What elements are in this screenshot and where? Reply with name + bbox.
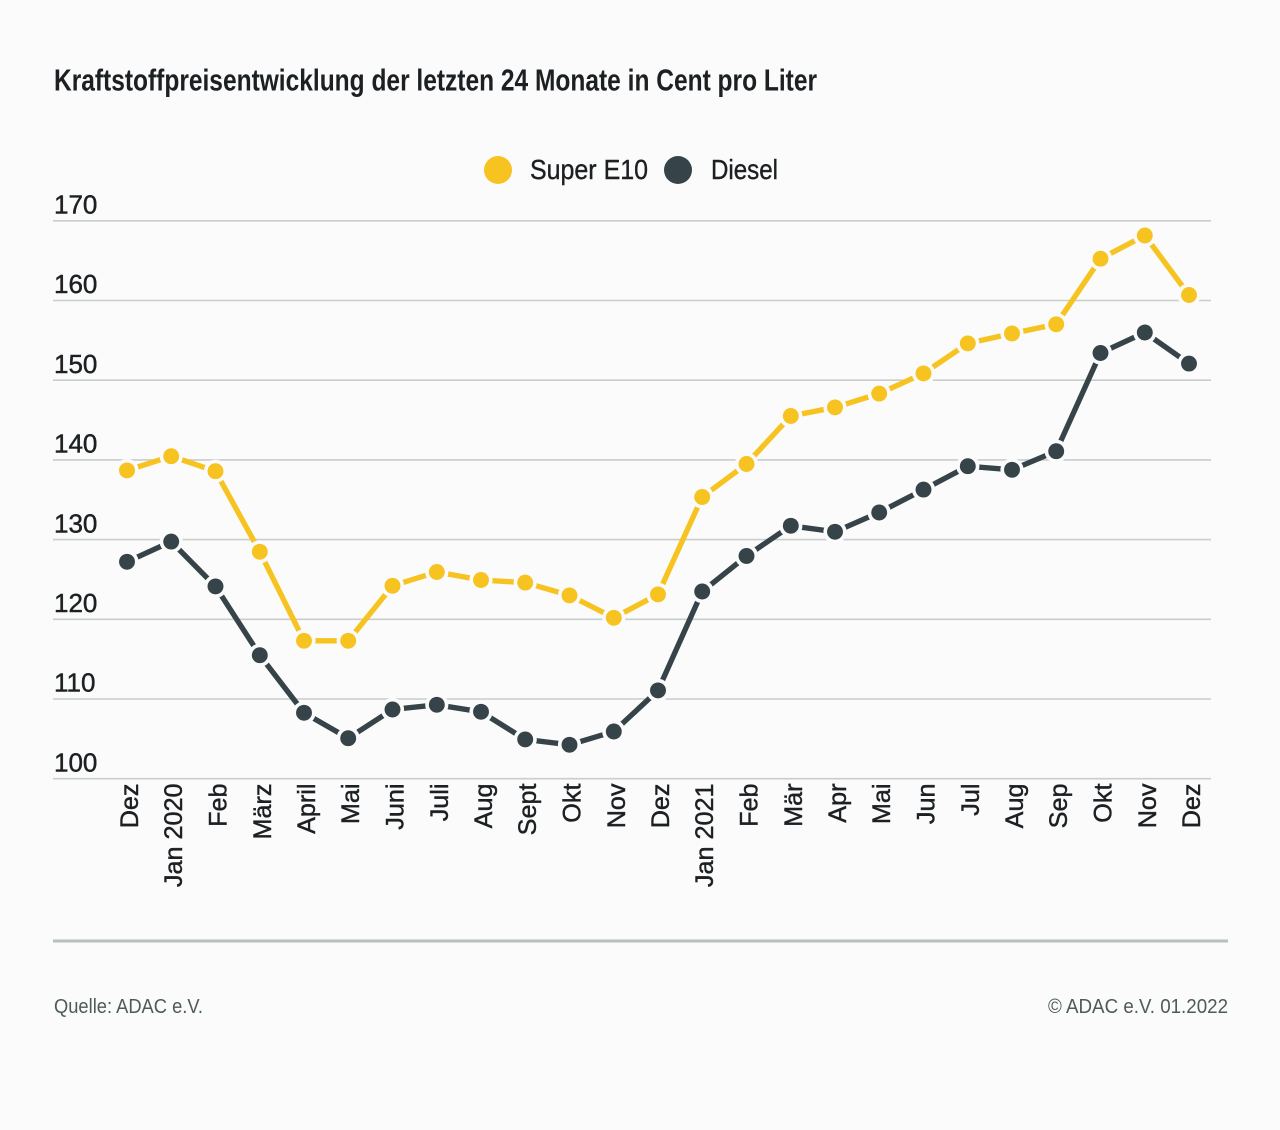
svg-text:Sept: Sept <box>514 784 542 836</box>
svg-text:Feb: Feb <box>736 784 764 827</box>
svg-text:140: 140 <box>54 429 97 459</box>
svg-text:Nov: Nov <box>603 783 631 828</box>
svg-text:Jun: Jun <box>913 784 941 825</box>
svg-text:Jan 2020: Jan 2020 <box>160 784 188 888</box>
svg-text:Aug: Aug <box>470 784 498 829</box>
svg-text:160: 160 <box>54 269 97 299</box>
svg-text:März: März <box>249 784 277 840</box>
svg-text:Feb: Feb <box>205 784 233 827</box>
svg-text:April: April <box>293 784 321 834</box>
svg-text:Jul: Jul <box>957 784 985 816</box>
svg-text:170: 170 <box>54 190 97 220</box>
svg-text:Juli: Juli <box>426 784 454 822</box>
svg-text:Aug: Aug <box>1001 784 1029 829</box>
svg-text:110: 110 <box>54 668 95 698</box>
svg-text:Diesel: Diesel <box>711 154 778 185</box>
svg-text:Jan 2021: Jan 2021 <box>691 784 719 888</box>
svg-text:Dez: Dez <box>116 784 144 829</box>
svg-text:150: 150 <box>54 349 97 379</box>
svg-text:Okt: Okt <box>559 784 587 823</box>
svg-text:Mai: Mai <box>337 784 365 825</box>
svg-text:Mai: Mai <box>868 784 896 825</box>
svg-text:130: 130 <box>54 508 97 538</box>
svg-text:Dez: Dez <box>647 784 675 829</box>
svg-text:© ADAC e.V. 01.2022: © ADAC e.V. 01.2022 <box>1048 996 1228 1018</box>
svg-text:Kraftstoffpreisentwicklung der: Kraftstoffpreisentwicklung der letzten 2… <box>54 63 817 98</box>
svg-text:Nov: Nov <box>1134 783 1162 828</box>
svg-text:Mär: Mär <box>780 784 808 827</box>
svg-text:Super E10: Super E10 <box>530 154 648 185</box>
svg-text:Apr: Apr <box>824 784 852 823</box>
svg-text:Sep: Sep <box>1045 784 1073 829</box>
svg-text:Juni: Juni <box>382 784 410 830</box>
svg-text:100: 100 <box>54 747 97 777</box>
svg-text:120: 120 <box>54 588 97 618</box>
svg-text:Dez: Dez <box>1178 784 1206 829</box>
svg-text:Quelle: ADAC e.V.: Quelle: ADAC e.V. <box>54 996 203 1018</box>
svg-text:Okt: Okt <box>1090 784 1118 823</box>
